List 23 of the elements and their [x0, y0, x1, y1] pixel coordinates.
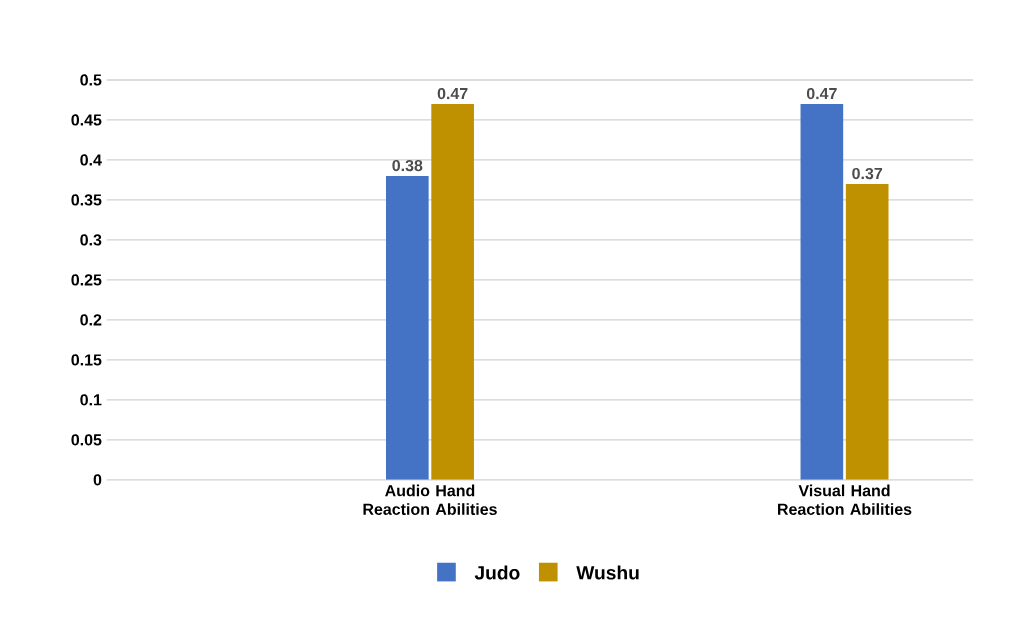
data-label: 0.47	[806, 87, 837, 100]
data-label: 0.37	[852, 167, 883, 180]
y-tick-label: 0	[93, 473, 102, 486]
y-tick-label: 0.5	[80, 74, 102, 86]
data-label: 0.38	[392, 159, 423, 172]
y-tick-label: 0.15	[71, 354, 102, 366]
legend-label: Judo	[474, 565, 520, 580]
bar	[845, 183, 889, 480]
y-tick-label: 0.4	[80, 154, 102, 166]
y-tick-label: 0.2	[80, 314, 102, 326]
y-tick-label: 0.35	[71, 194, 102, 206]
x-tick-label: Visual Hand Reaction Abilities	[778, 484, 912, 515]
bar	[800, 103, 844, 480]
y-tick-label: 0.05	[71, 433, 102, 446]
legend-label: Wushu	[576, 565, 639, 580]
x-tick-label: Audio Hand Reaction Abilities	[363, 484, 497, 515]
y-tick-label: 0.45	[71, 114, 102, 126]
y-tick-label: 0.25	[71, 274, 102, 286]
data-label: 0.47	[437, 87, 468, 100]
bar	[431, 103, 474, 480]
bar	[385, 175, 429, 480]
y-tick-label: 0.3	[80, 234, 102, 246]
y-tick-label: 0.1	[80, 393, 102, 406]
